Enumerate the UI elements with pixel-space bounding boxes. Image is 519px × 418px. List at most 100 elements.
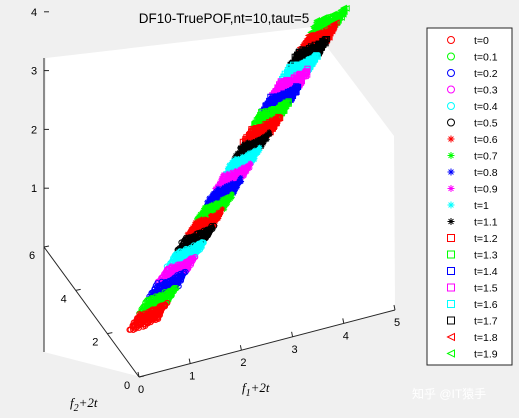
legend-marker bbox=[447, 234, 455, 242]
legend-item: t=0.8 bbox=[447, 167, 498, 179]
legend-marker bbox=[447, 185, 455, 192]
legend-item: t=0.3 bbox=[447, 85, 498, 97]
legend-item: t=1.7 bbox=[447, 316, 498, 328]
x-tick-label: 1 bbox=[189, 371, 195, 383]
series-cloud bbox=[126, 299, 171, 334]
x-tick-label: 2 bbox=[240, 357, 246, 369]
legend-marker bbox=[447, 152, 455, 159]
y-axis-label-main: f bbox=[70, 395, 76, 410]
legend-item: t=1.9 bbox=[446, 349, 498, 361]
legend-marker bbox=[446, 349, 455, 358]
legend-marker bbox=[447, 36, 455, 44]
legend-label: t=0.9 bbox=[474, 184, 498, 196]
legend-marker bbox=[447, 250, 455, 259]
y-axis-line bbox=[43, 246, 140, 378]
x-tick-label: 5 bbox=[394, 317, 400, 329]
x-axis-label-sub: 1 bbox=[246, 388, 251, 399]
legend-item: t=0.2 bbox=[447, 68, 498, 80]
legend-label: t=0.1 bbox=[474, 52, 498, 64]
legend-marker bbox=[447, 267, 455, 275]
y-tick-mark bbox=[107, 332, 113, 335]
legend: t=0 t=0.1 t=0.2 t=0.3 t=0.4 t=0.5 t=0.6 t=0.7 t=… bbox=[426, 27, 513, 366]
legend-marker bbox=[447, 300, 455, 308]
legend-label: t=0.8 bbox=[474, 167, 498, 179]
x-axis-label: f1+2t bbox=[242, 380, 270, 399]
axis-ticks: 012345024612345 bbox=[29, 7, 400, 396]
y-tick-mark bbox=[75, 288, 81, 291]
series-cloud bbox=[193, 191, 235, 224]
legend-marker bbox=[447, 201, 455, 209]
x-axis-line bbox=[138, 309, 396, 378]
legend-label: t=1.3 bbox=[474, 250, 498, 262]
legend-box bbox=[426, 27, 513, 366]
legend-item: t=1.4 bbox=[447, 266, 498, 278]
legend-label: t=1.8 bbox=[474, 332, 498, 344]
z-tick-label: 3 bbox=[31, 66, 37, 78]
legend-label: t=0.7 bbox=[474, 151, 498, 163]
legend-marker bbox=[447, 316, 455, 325]
legend-marker bbox=[447, 135, 455, 143]
legend-marker bbox=[447, 168, 455, 176]
legend-item: t=1.3 bbox=[447, 250, 498, 262]
y-tick-mark bbox=[43, 245, 50, 248]
legend-label: t=0.3 bbox=[474, 85, 498, 97]
x-tick-mark bbox=[188, 358, 191, 364]
x-axis-label-main: f bbox=[242, 380, 248, 395]
chart-title: DF10-TruePOF,nt=10,taut=5 bbox=[139, 11, 310, 26]
y-tick-mark bbox=[138, 375, 145, 378]
x-tick-mark bbox=[342, 318, 345, 324]
legend-label: t=0 bbox=[474, 35, 489, 47]
legend-label: t=1.4 bbox=[474, 266, 498, 278]
legend-label: t=0.2 bbox=[474, 68, 498, 80]
y-tick-label: 6 bbox=[29, 250, 35, 262]
legend-item: t=1 bbox=[447, 200, 489, 212]
y-axis-label-sub: 2 bbox=[74, 403, 79, 414]
legend-label: t=1.2 bbox=[474, 233, 498, 245]
legend-item: t=0 bbox=[447, 35, 489, 47]
z-tick-label: 1 bbox=[31, 183, 37, 195]
y-tick-label: 0 bbox=[124, 380, 130, 392]
y-axis-label-tail: +2t bbox=[79, 395, 98, 410]
legend-label: t=0.6 bbox=[474, 134, 498, 146]
legend-label: t=1.7 bbox=[474, 316, 498, 328]
y-axis-label: f2+2t bbox=[70, 395, 98, 414]
x-axis-label-tail: +2t bbox=[251, 380, 270, 395]
y-tick-label: 4 bbox=[61, 293, 67, 305]
x-tick-mark bbox=[393, 304, 396, 311]
legend-item: t=0.4 bbox=[447, 101, 498, 113]
legend-label: t=1.6 bbox=[474, 299, 498, 311]
y-tick-label: 2 bbox=[92, 337, 98, 349]
legend-label: t=1.1 bbox=[474, 217, 498, 229]
legend-item: t=0.1 bbox=[447, 52, 498, 64]
x-tick-label: 4 bbox=[343, 330, 349, 342]
x-tick-label: 0 bbox=[138, 384, 144, 396]
legend-marker bbox=[447, 69, 455, 77]
pareto-front-clouds bbox=[126, 4, 350, 334]
x-tick-mark bbox=[291, 331, 294, 337]
legend-items: t=0 t=0.1 t=0.2 t=0.3 t=0.4 t=0.5 t=0.6 t=0.7 t=… bbox=[446, 35, 498, 361]
legend-label: t=0.5 bbox=[474, 118, 498, 130]
z-tick-label: 4 bbox=[31, 7, 37, 19]
legend-item: t=1.8 bbox=[446, 332, 498, 344]
legend-item: t=1.2 bbox=[447, 233, 498, 245]
legend-label: t=0.4 bbox=[474, 101, 498, 113]
legend-marker bbox=[447, 283, 455, 292]
legend-label: t=1.5 bbox=[474, 283, 498, 295]
legend-marker bbox=[447, 52, 455, 61]
legend-marker bbox=[447, 118, 455, 127]
legend-item: t=1.5 bbox=[447, 283, 498, 295]
x-tick-label: 3 bbox=[292, 344, 298, 356]
legend-marker bbox=[447, 218, 455, 225]
legend-item: t=0.5 bbox=[447, 118, 498, 130]
legend-item: t=0.6 bbox=[447, 134, 498, 146]
x-tick-mark bbox=[239, 345, 242, 351]
watermark: 知乎 @IT猿手 bbox=[412, 386, 486, 401]
legend-marker bbox=[447, 85, 455, 94]
legend-item: t=1.6 bbox=[447, 299, 498, 311]
legend-marker bbox=[446, 332, 455, 342]
z-tick-label: 2 bbox=[31, 124, 37, 136]
legend-item: t=0.9 bbox=[447, 184, 498, 196]
x-tick-mark bbox=[137, 371, 140, 378]
legend-label: t=1.9 bbox=[474, 349, 498, 361]
